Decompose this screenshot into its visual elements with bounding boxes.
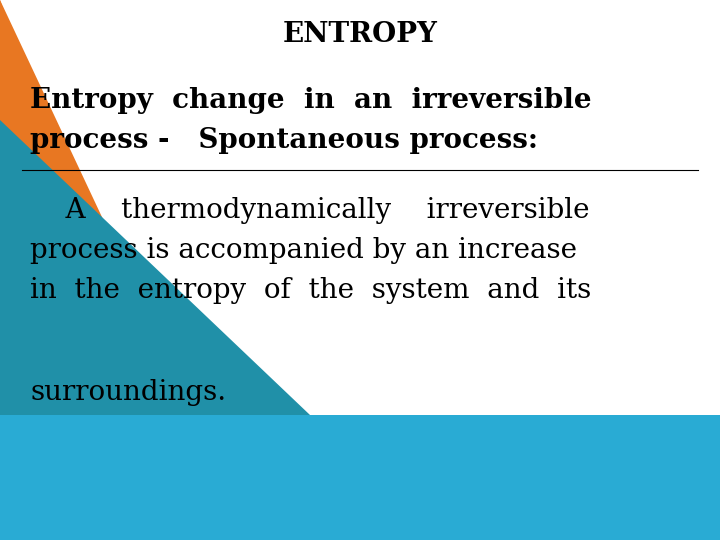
Text: surroundings.: surroundings. xyxy=(30,379,226,406)
Polygon shape xyxy=(0,0,195,540)
Text: process -   Spontaneous process:: process - Spontaneous process: xyxy=(30,126,538,153)
Bar xyxy=(0,415,720,540)
Text: ENTROPY: ENTROPY xyxy=(282,22,438,49)
Bar xyxy=(0,415,720,540)
Text: Entropy  change  in  an  irreversible: Entropy change in an irreversible xyxy=(30,86,592,113)
Text: A    thermodynamically    irreversible: A thermodynamically irreversible xyxy=(30,197,590,224)
Polygon shape xyxy=(0,0,195,415)
Polygon shape xyxy=(0,120,310,540)
Text: in  the  entropy  of  the  system  and  its: in the entropy of the system and its xyxy=(30,276,591,303)
Text: process is accompanied by an increase: process is accompanied by an increase xyxy=(30,237,577,264)
Polygon shape xyxy=(0,120,310,415)
